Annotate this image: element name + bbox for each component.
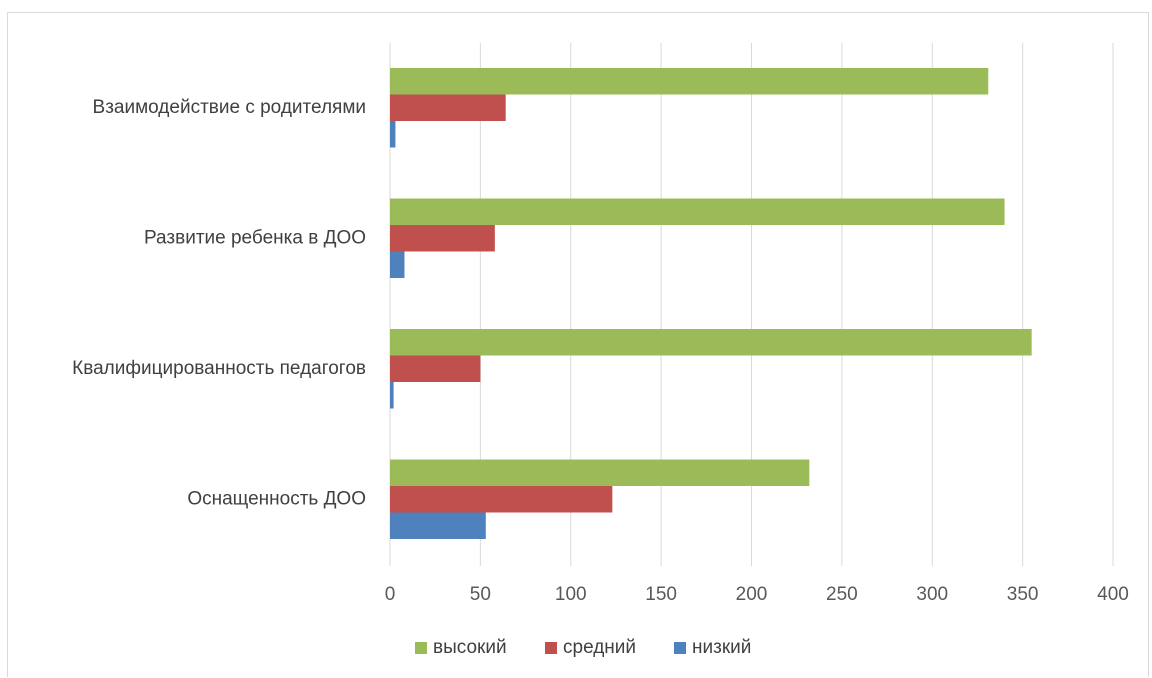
x-tick-label-400: 400 — [1097, 584, 1129, 605]
category-label-1: Взаимодействие с родителями — [93, 97, 366, 118]
bar-низкий-3 — [390, 382, 394, 409]
chart-frame — [7, 12, 1149, 677]
x-tick-label-50: 50 — [470, 584, 491, 605]
x-tick-label-0: 0 — [385, 584, 396, 605]
bar-высокий-1 — [390, 68, 989, 95]
bar-низкий-1 — [390, 121, 396, 148]
category-label-2: Развитие ребенка в ДОО — [144, 227, 366, 248]
x-tick-label-350: 350 — [1007, 584, 1039, 605]
legend-swatch-низкий — [674, 642, 686, 654]
legend-label-высокий: высокий — [433, 637, 507, 658]
category-label-3: Квалифицированность педагогов — [72, 358, 366, 379]
category-labels: Взаимодействие с родителями Развитие ребе… — [72, 97, 366, 510]
category-label-4: Оснащенность ДОО — [187, 488, 366, 509]
bar-высокий-4 — [390, 459, 810, 486]
legend-label-средний: средний — [563, 637, 636, 658]
bar-высокий-3 — [390, 329, 1032, 356]
x-tick-label-200: 200 — [736, 584, 768, 605]
bar-средний-3 — [390, 355, 481, 382]
bar-низкий-2 — [390, 251, 405, 278]
x-tick-label-150: 150 — [645, 584, 677, 605]
legend-label-низкий: низкий — [692, 637, 751, 658]
legend: высокий средний низкий — [415, 637, 751, 658]
bar-средний-2 — [390, 225, 495, 252]
bar-средний-1 — [390, 94, 506, 121]
bars — [390, 68, 1032, 539]
bar-низкий-4 — [390, 512, 486, 539]
x-tick-label-100: 100 — [555, 584, 587, 605]
bar-высокий-2 — [390, 198, 1005, 225]
x-axis-tick-labels: 0 50 100 150 200 250 300 350 400 — [385, 584, 1129, 605]
legend-swatch-высокий — [415, 642, 427, 654]
x-tick-label-250: 250 — [826, 584, 858, 605]
x-tick-label-300: 300 — [916, 584, 948, 605]
legend-swatch-средний — [545, 642, 557, 654]
bar-средний-4 — [390, 486, 613, 513]
